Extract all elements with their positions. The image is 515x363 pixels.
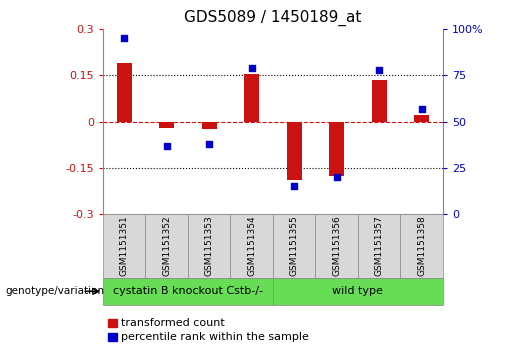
Text: GSM1151353: GSM1151353	[205, 216, 214, 276]
Bar	[287, 122, 302, 180]
Point	[375, 67, 383, 73]
Bar	[244, 74, 259, 122]
Text: cystatin B knockout Cstb-/-: cystatin B knockout Cstb-/-	[113, 286, 263, 296]
Point	[163, 143, 171, 148]
Point	[290, 184, 298, 189]
Bar	[117, 63, 132, 122]
Bar	[372, 80, 387, 122]
Bar	[414, 115, 429, 122]
Title: GDS5089 / 1450189_at: GDS5089 / 1450189_at	[184, 10, 362, 26]
Text: wild type: wild type	[333, 286, 383, 296]
Text: percentile rank within the sample: percentile rank within the sample	[121, 332, 309, 342]
Text: GSM1151352: GSM1151352	[162, 216, 171, 276]
Point	[120, 36, 128, 41]
Text: GSM1151354: GSM1151354	[247, 216, 256, 276]
Text: GSM1151357: GSM1151357	[375, 216, 384, 276]
Text: transformed count: transformed count	[121, 318, 225, 328]
Point	[333, 174, 341, 180]
Bar	[202, 122, 217, 129]
Bar	[159, 122, 174, 128]
Point	[248, 65, 256, 71]
Text: GSM1151356: GSM1151356	[332, 216, 341, 276]
Bar	[329, 122, 344, 176]
Text: GSM1151358: GSM1151358	[417, 216, 426, 276]
Text: genotype/variation: genotype/variation	[5, 286, 104, 296]
Point	[418, 106, 426, 111]
Text: GSM1151351: GSM1151351	[120, 216, 129, 276]
Text: GSM1151355: GSM1151355	[290, 216, 299, 276]
Point	[205, 141, 213, 147]
